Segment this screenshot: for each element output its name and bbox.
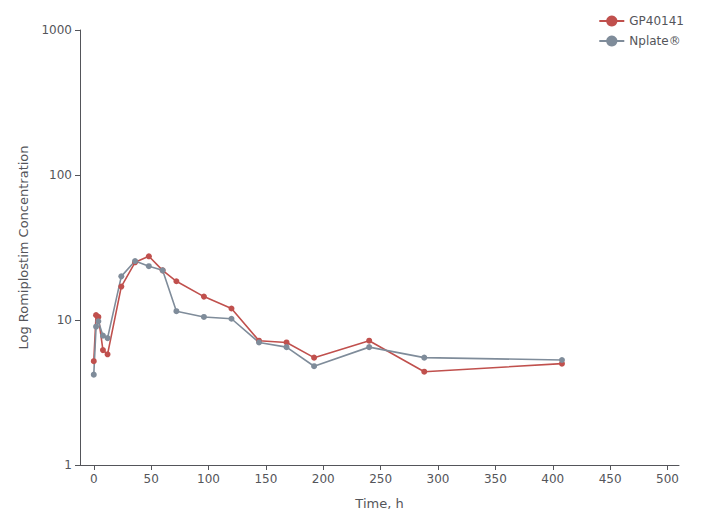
svg-text:Time, h: Time, h xyxy=(354,496,403,511)
svg-text:100: 100 xyxy=(197,472,220,486)
svg-text:1000: 1000 xyxy=(41,23,72,37)
svg-text:400: 400 xyxy=(541,472,564,486)
svg-text:300: 300 xyxy=(427,472,450,486)
svg-text:500: 500 xyxy=(656,472,679,486)
svg-text:Log Romiplostim Concentration: Log Romiplostim Concentration xyxy=(16,145,31,349)
svg-text:150: 150 xyxy=(254,472,277,486)
svg-text:250: 250 xyxy=(369,472,392,486)
svg-text:100: 100 xyxy=(49,168,72,182)
svg-text:350: 350 xyxy=(484,472,507,486)
svg-text:Nplate®: Nplate® xyxy=(629,34,680,48)
svg-text:0: 0 xyxy=(90,472,98,486)
svg-text:200: 200 xyxy=(312,472,335,486)
svg-text:1: 1 xyxy=(64,458,72,472)
svg-text:450: 450 xyxy=(599,472,622,486)
svg-text:50: 50 xyxy=(144,472,159,486)
svg-text:10: 10 xyxy=(57,313,72,327)
svg-text:GP40141: GP40141 xyxy=(629,14,684,28)
